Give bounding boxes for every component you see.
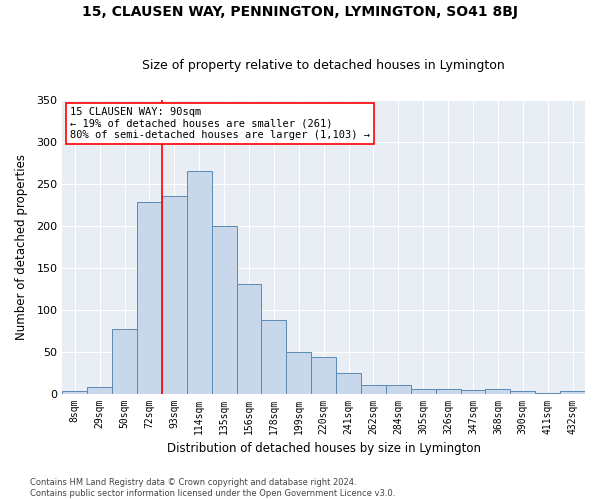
Bar xyxy=(386,385,411,394)
Bar xyxy=(262,320,286,394)
Text: 15, CLAUSEN WAY, PENNINGTON, LYMINGTON, SO41 8BJ: 15, CLAUSEN WAY, PENNINGTON, LYMINGTON, … xyxy=(82,5,518,19)
X-axis label: Distribution of detached houses by size in Lymington: Distribution of detached houses by size … xyxy=(167,442,481,455)
Bar xyxy=(485,390,511,394)
Bar xyxy=(535,392,560,394)
Bar xyxy=(162,196,187,394)
Bar xyxy=(236,284,262,394)
Bar xyxy=(137,202,162,394)
Bar xyxy=(436,388,461,394)
Bar xyxy=(511,391,535,394)
Text: 15 CLAUSEN WAY: 90sqm
← 19% of detached houses are smaller (261)
80% of semi-det: 15 CLAUSEN WAY: 90sqm ← 19% of detached … xyxy=(70,107,370,140)
Text: Contains HM Land Registry data © Crown copyright and database right 2024.
Contai: Contains HM Land Registry data © Crown c… xyxy=(30,478,395,498)
Bar xyxy=(112,329,137,394)
Bar xyxy=(212,226,236,394)
Bar xyxy=(411,388,436,394)
Bar xyxy=(311,356,336,394)
Bar xyxy=(286,352,311,394)
Bar xyxy=(461,390,485,394)
Bar xyxy=(87,387,112,394)
Bar xyxy=(560,391,585,394)
Title: Size of property relative to detached houses in Lymington: Size of property relative to detached ho… xyxy=(142,59,505,72)
Bar xyxy=(336,372,361,394)
Bar xyxy=(62,391,87,394)
Y-axis label: Number of detached properties: Number of detached properties xyxy=(15,154,28,340)
Bar xyxy=(187,171,212,394)
Bar xyxy=(361,385,386,394)
